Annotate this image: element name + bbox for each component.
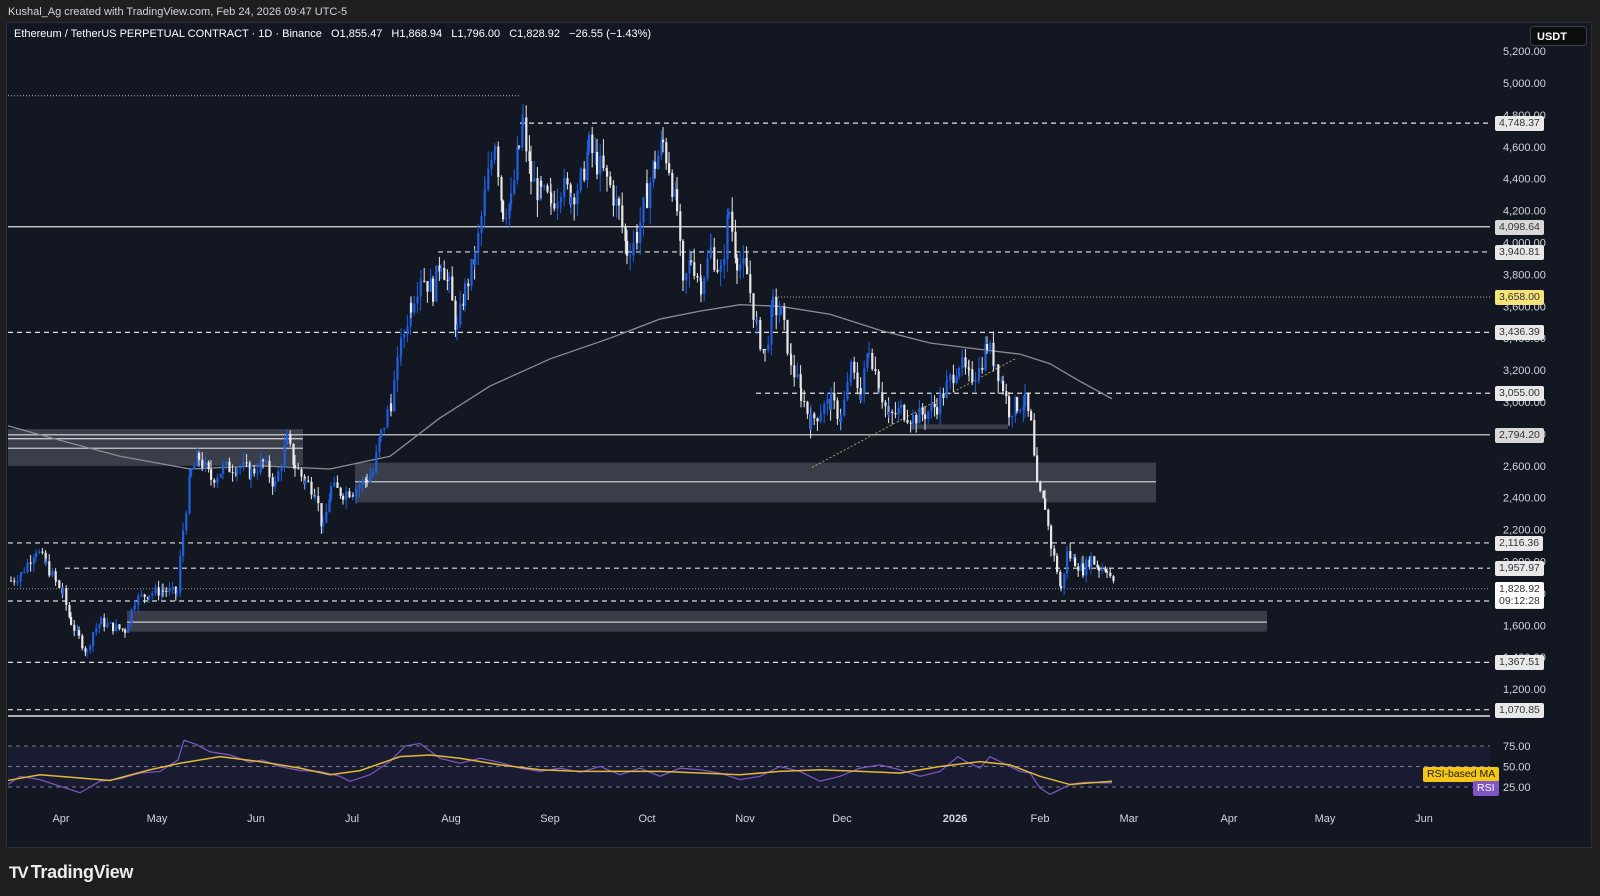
svg-text:Jul: Jul (345, 813, 359, 825)
svg-text:Nov: Nov (735, 813, 755, 825)
price-level-tag: 3,436.39 (1495, 325, 1544, 341)
price-level-tag: 4,098.64 (1495, 219, 1544, 235)
svg-text:Sep: Sep (540, 813, 560, 825)
svg-text:50.00: 50.00 (1503, 762, 1531, 774)
svg-text:Dec: Dec (832, 813, 852, 825)
ohlc-open: O1,855.47 (330, 28, 383, 40)
svg-text:4,200.00: 4,200.00 (1503, 206, 1546, 218)
price-level-tag: 2,794.20 (1495, 427, 1544, 443)
chart-credit: Kushal_Ag created with TradingView.com, … (8, 6, 348, 18)
svg-text:25.00: 25.00 (1503, 782, 1531, 794)
symbol-title: Ethereum / TetherUS PERPETUAL CONTRACT ·… (14, 28, 322, 40)
price-level-tag: 3,658.00 (1495, 290, 1544, 306)
svg-text:2,400.00: 2,400.00 (1503, 493, 1546, 505)
svg-text:75.00: 75.00 (1503, 741, 1531, 753)
rsi-tag: RSI (1473, 781, 1499, 796)
svg-text:May: May (1315, 813, 1336, 825)
svg-text:3,200.00: 3,200.00 (1503, 365, 1546, 377)
svg-text:Mar: Mar (1120, 813, 1139, 825)
window-edge (1592, 22, 1600, 848)
price-level-tag: 2,116.36 (1495, 535, 1544, 551)
price-level-tag: 4,748.37 (1495, 116, 1544, 132)
tradingview-wordmark: TradingView (30, 862, 134, 882)
svg-text:1,600.00: 1,600.00 (1503, 620, 1546, 632)
svg-text:2026: 2026 (943, 813, 967, 825)
svg-text:Feb: Feb (1031, 813, 1050, 825)
price-level-tag: 1,367.51 (1495, 655, 1544, 671)
zone-box (910, 424, 1008, 430)
svg-text:Apr: Apr (1220, 813, 1237, 825)
svg-text:Aug: Aug (441, 813, 461, 825)
ohlc-close: C1,828.92 (509, 28, 560, 40)
svg-text:4,600.00: 4,600.00 (1503, 142, 1546, 154)
price-level-tag: 3,055.00 (1495, 386, 1544, 402)
ohlc-low: L1,796.00 (451, 28, 501, 40)
svg-text:Jun: Jun (1415, 813, 1433, 825)
ohlc-high: H1,868.94 (391, 28, 443, 40)
svg-text:5,000.00: 5,000.00 (1503, 78, 1546, 90)
zone-box (127, 610, 1267, 632)
svg-text:Oct: Oct (638, 813, 655, 825)
current-price-tag: 1,828.92 09:12:28 (1495, 581, 1544, 608)
svg-text:May: May (147, 813, 168, 825)
price-level-tag: 1,957.97 (1495, 561, 1544, 577)
svg-text:Jun: Jun (247, 813, 265, 825)
zone-box (355, 462, 1156, 503)
svg-text:2,600.00: 2,600.00 (1503, 461, 1546, 473)
ohlc-change: −26.55 (−1.43%) (569, 28, 652, 40)
tradingview-logo-icon: TV (9, 862, 29, 882)
price-level-tag: 3,940.81 (1495, 244, 1544, 260)
svg-text:2,200.00: 2,200.00 (1503, 525, 1546, 537)
svg-text:Apr: Apr (52, 813, 69, 825)
svg-text:3,800.00: 3,800.00 (1503, 269, 1546, 281)
rsi-ma-tag: RSI-based MA (1423, 767, 1500, 782)
svg-text:5,200.00: 5,200.00 (1503, 46, 1546, 58)
tradingview-logo[interactable]: TV TradingView (9, 862, 133, 883)
svg-text:1,200.00: 1,200.00 (1503, 684, 1546, 696)
currency-button[interactable]: USDT (1530, 26, 1587, 46)
symbol-legend: Ethereum / TetherUS PERPETUAL CONTRACT ·… (14, 28, 657, 40)
svg-text:4,400.00: 4,400.00 (1503, 174, 1546, 186)
price-level-tag: 1,070.85 (1495, 702, 1544, 718)
